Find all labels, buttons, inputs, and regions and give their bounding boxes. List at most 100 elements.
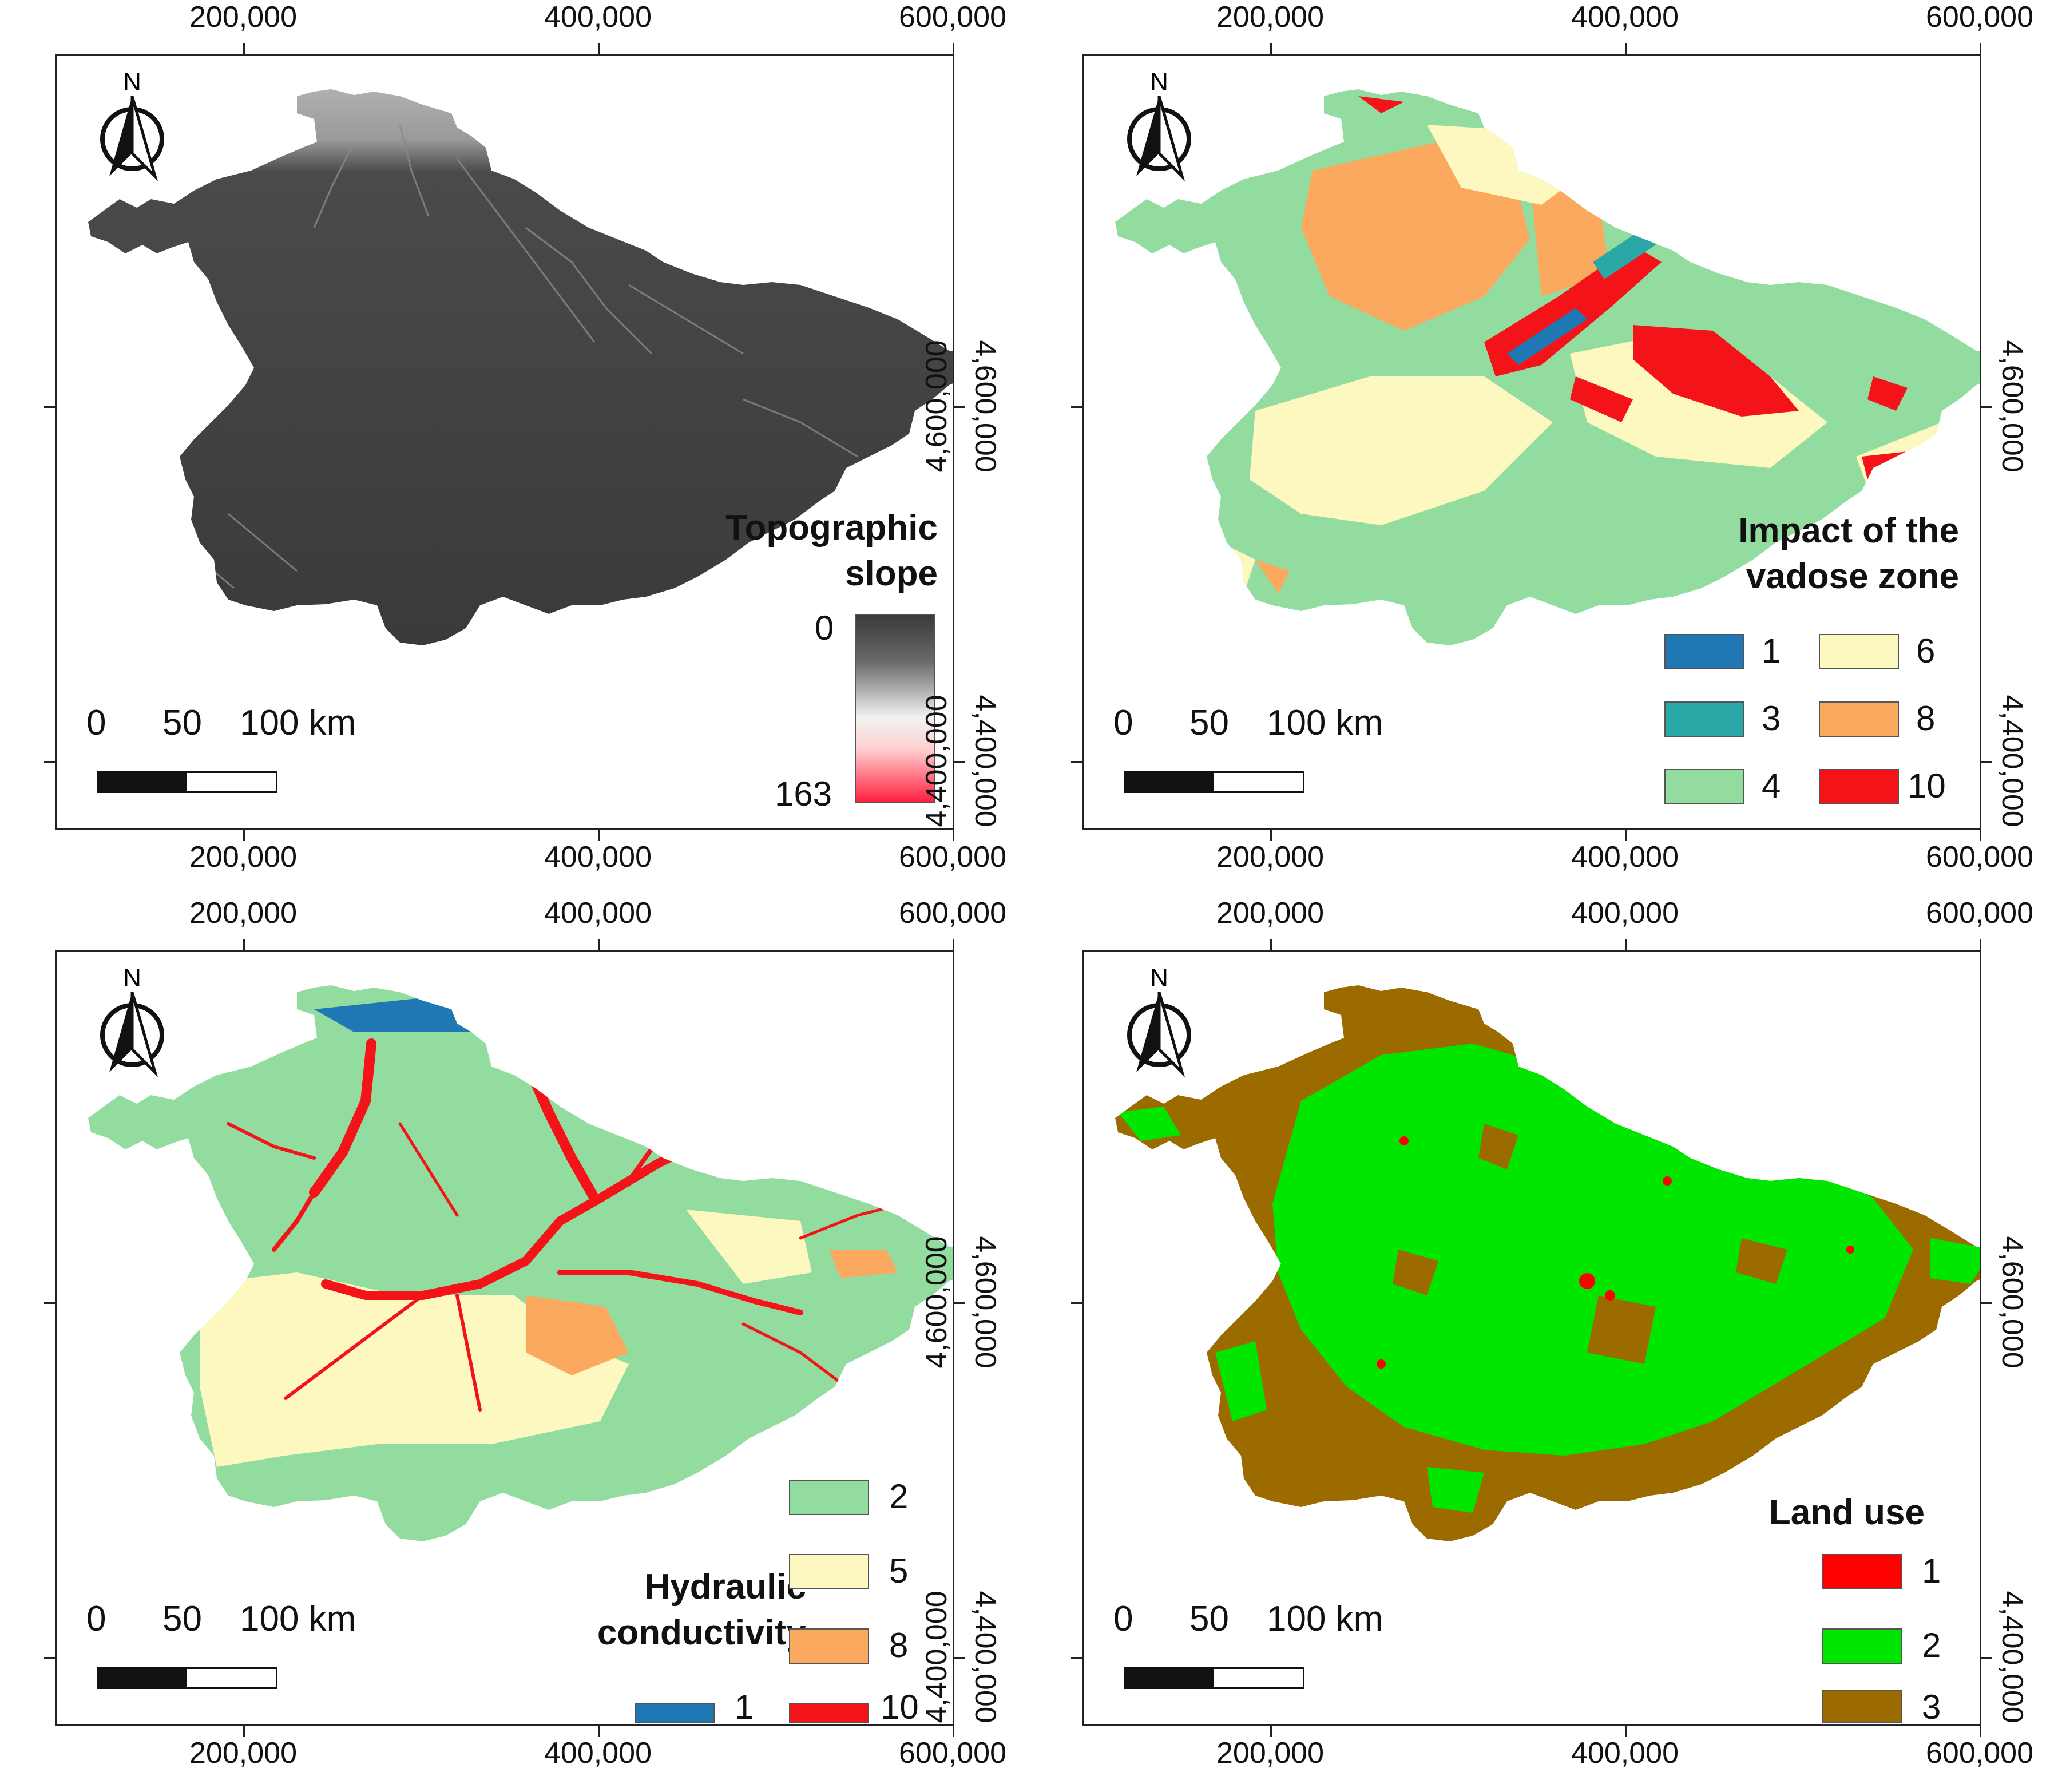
legend-label-5: 5 xyxy=(889,1552,909,1590)
y-tick-label-right: 4,600,000 xyxy=(969,340,1002,473)
y-tick-label-right: 4,400,000 xyxy=(969,1591,1002,1723)
vadose-map xyxy=(1115,89,1980,645)
x-tick-label-top: 200,000 xyxy=(1216,897,1324,930)
x-tick-label-top: 600,000 xyxy=(899,1,1006,34)
panel-hydraulic-conductivity: 200,000 400,000 600,000 200,000 400,000 … xyxy=(0,896,1027,1792)
scale-label-0: 0 xyxy=(86,1599,106,1639)
x-tick-label-bottom: 600,000 xyxy=(899,841,1006,874)
y-tick-label-left: 4,400,000 xyxy=(920,1591,953,1723)
x-tick-label-top: 200,000 xyxy=(1216,1,1324,34)
scale-bar xyxy=(1124,771,1304,793)
panel-vadose-zone: 200,000 400,000 600,000 200,000 400,000 … xyxy=(920,0,2054,896)
scale-label-100: 100 km xyxy=(240,1599,356,1639)
legend-swatch-5 xyxy=(789,1554,869,1589)
legend-swatch-8 xyxy=(1819,701,1899,737)
scale-label-0: 0 xyxy=(86,703,106,743)
x-tick-label-top: 600,000 xyxy=(1926,897,2033,930)
slope-color-ramp xyxy=(855,614,935,803)
scale-label-50: 50 xyxy=(1189,703,1229,743)
y-tick-label-right: 4,400,000 xyxy=(1996,1591,2029,1723)
legend-swatch-10 xyxy=(1819,769,1899,804)
legend-swatch-10 xyxy=(789,1703,869,1723)
x-tick-label-top: 400,000 xyxy=(544,1,652,34)
north-arrow: N xyxy=(1119,964,1199,1078)
panel-topographic-slope: 200,000 400,000 600,000 200,000 400,000 … xyxy=(0,0,1027,896)
north-arrow-icon: N xyxy=(100,68,164,181)
y-tick-label-left: 4,600,000 xyxy=(920,1236,953,1369)
legend-title: Hydraulic conductivity xyxy=(597,1567,806,1652)
x-tick-label-top: 200,000 xyxy=(189,1,297,34)
x-tick-label-bottom: 200,000 xyxy=(1216,1737,1324,1770)
y-tick-label-right: 4,400,000 xyxy=(1996,695,2029,827)
legend-swatch-6 xyxy=(1819,634,1899,669)
legend-title: Impact of the vadose zone xyxy=(1738,511,1959,596)
legend-swatch-1 xyxy=(1822,1554,1902,1589)
scale-label-100: 100 km xyxy=(1267,1599,1383,1639)
x-tick-label-bottom: 400,000 xyxy=(1571,1737,1679,1770)
map-frame: N 0 50 100 km Topographic slope 0 163 xyxy=(44,43,965,841)
scale-label-50: 50 xyxy=(162,703,202,743)
legend-title: Land use xyxy=(1768,1493,1925,1532)
legend-swatch-1 xyxy=(1664,634,1744,669)
legend-title: Topographic slope xyxy=(725,508,938,593)
legend-label-1: 1 xyxy=(1922,1552,1941,1590)
legend-label-8: 8 xyxy=(889,1626,909,1664)
y-tick-label-left: 4,400,000 xyxy=(920,695,953,827)
legend-swatch-3 xyxy=(1822,1690,1902,1723)
legend-label-1: 1 xyxy=(1762,632,1781,670)
legend-label-1: 1 xyxy=(735,1688,754,1726)
north-arrow: N xyxy=(1119,68,1199,182)
x-tick-label-bottom: 600,000 xyxy=(899,1737,1006,1770)
y-tick-label-right: 4,600,000 xyxy=(1996,1236,2029,1369)
legend-label-6: 6 xyxy=(1916,632,1936,670)
map-frame: N 0 50 100 km Land use 1 2 3 xyxy=(1071,939,1992,1737)
north-arrow-icon: N xyxy=(1127,964,1191,1077)
x-tick-label-top: 400,000 xyxy=(1571,897,1679,930)
x-tick-label-top: 600,000 xyxy=(1926,1,2033,34)
y-tick-label-right: 4,600,000 xyxy=(1996,340,2029,473)
x-tick-label-bottom: 400,000 xyxy=(544,841,652,874)
scale-label-50: 50 xyxy=(162,1599,202,1639)
north-label: N xyxy=(123,68,141,96)
north-label: N xyxy=(1150,964,1168,992)
legend-label-2: 2 xyxy=(889,1477,909,1516)
slope-map xyxy=(88,89,953,645)
north-label: N xyxy=(123,964,141,992)
ramp-min-label: 0 xyxy=(815,609,834,647)
scale-bar xyxy=(1124,1667,1304,1689)
x-tick-label-bottom: 600,000 xyxy=(1926,1737,2033,1770)
x-tick-label-top: 400,000 xyxy=(544,897,652,930)
legend-label-10: 10 xyxy=(881,1688,919,1726)
x-tick-label-bottom: 200,000 xyxy=(1216,841,1324,874)
y-tick-label-left: 4,600,000 xyxy=(920,340,953,473)
scale-label-50: 50 xyxy=(1189,1599,1229,1639)
x-tick-label-bottom: 400,000 xyxy=(544,1737,652,1770)
legend-label-3: 3 xyxy=(1762,699,1781,738)
map-frame: N 0 50 100 km Impact of the vadose zone … xyxy=(1071,43,1992,841)
legend-swatch-2 xyxy=(789,1480,869,1515)
legend-label-3: 3 xyxy=(1922,1688,1941,1726)
scale-label-0: 0 xyxy=(1113,1599,1133,1639)
x-tick-label-bottom: 400,000 xyxy=(1571,841,1679,874)
y-tick-label-right: 4,400,000 xyxy=(969,695,1002,827)
legend-swatch-3 xyxy=(1664,701,1744,737)
north-arrow-icon: N xyxy=(100,964,164,1077)
ramp-max-label: 163 xyxy=(775,775,832,813)
scale-label-100: 100 km xyxy=(240,703,356,743)
y-tick-label-right: 4,600,000 xyxy=(969,1236,1002,1369)
legend-label-8: 8 xyxy=(1916,699,1936,738)
scale-label-0: 0 xyxy=(1113,703,1133,743)
x-tick-label-top: 600,000 xyxy=(899,897,1006,930)
map-frame: N 0 50 100 km Hydraulic conductivity 2 5… xyxy=(44,939,965,1737)
landuse-map xyxy=(1115,985,1980,1541)
scale-bar xyxy=(97,1667,277,1689)
legend-label-2: 2 xyxy=(1922,1626,1941,1664)
north-label: N xyxy=(1150,68,1168,96)
legend-swatch-2 xyxy=(1822,1628,1902,1664)
x-tick-label-bottom: 200,000 xyxy=(189,1737,297,1770)
x-tick-label-top: 400,000 xyxy=(1571,1,1679,34)
legend-swatch-1 xyxy=(635,1703,715,1723)
x-tick-label-top: 200,000 xyxy=(189,897,297,930)
north-arrow: N xyxy=(92,964,172,1078)
legend-label-4: 4 xyxy=(1762,767,1781,805)
